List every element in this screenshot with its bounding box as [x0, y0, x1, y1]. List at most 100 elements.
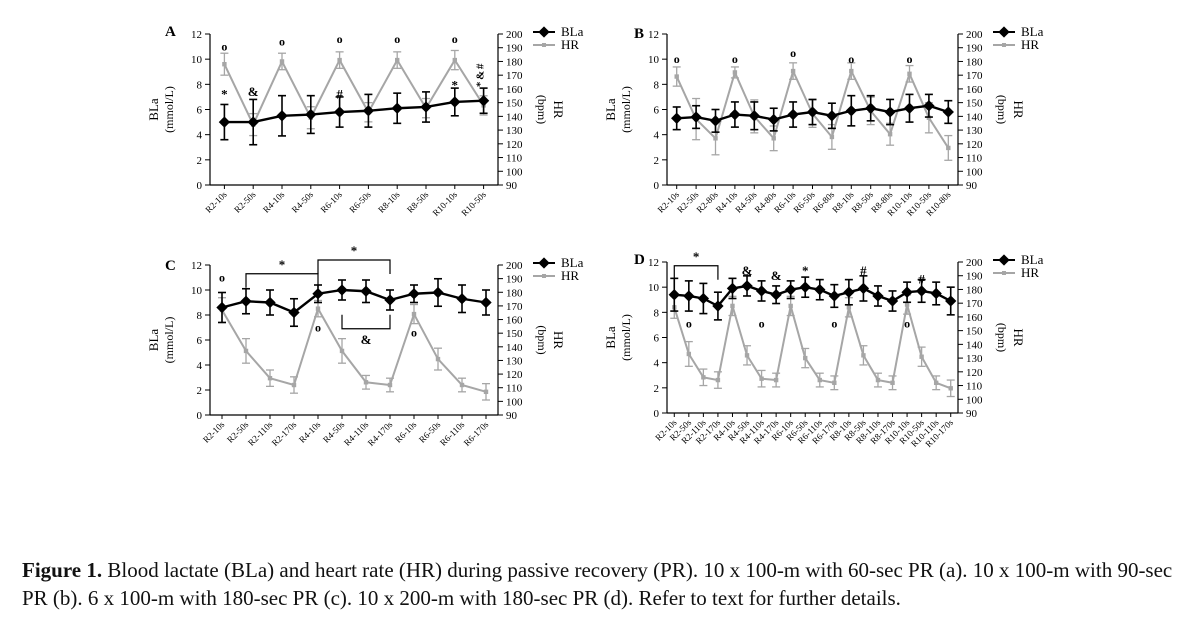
left-tick-label: 4 [197, 360, 203, 372]
bla-series [216, 277, 492, 328]
left-tick-label: 8 [197, 79, 203, 91]
y2-axis-title: HR [1011, 100, 1026, 118]
y2-axis-title: HR [551, 331, 566, 349]
left-tick-label: 2 [654, 383, 660, 395]
chart-panel-a: A024681012901001101201301401501601701801… [146, 24, 584, 218]
bla-point [857, 282, 870, 295]
left-tick-label: 10 [648, 282, 660, 294]
right-tick-label: 180 [966, 284, 983, 296]
significance-symbol: o [219, 271, 225, 285]
bracket-symbol: * [693, 249, 700, 264]
significance-symbol: o [831, 317, 837, 331]
bla-point [264, 296, 276, 309]
right-tick-label: 90 [966, 180, 978, 192]
right-tick-label: 150 [506, 98, 523, 110]
hr-point [817, 377, 822, 383]
hr-point [267, 375, 273, 381]
hr-point [411, 311, 417, 317]
right-tick-label: 140 [966, 111, 983, 123]
hr-point [339, 348, 345, 354]
bla-point [741, 280, 753, 292]
significance-symbol: o [315, 321, 321, 335]
y2-axis-unit: (bpm) [995, 323, 1009, 352]
y2-axis-title: HR [551, 100, 566, 118]
y-axis-unit: (mmol/L) [162, 317, 176, 364]
bla-point [726, 282, 739, 295]
significance-symbol: & [742, 263, 753, 278]
hr-point [744, 353, 750, 358]
bla-point [845, 105, 857, 117]
right-tick-label: 110 [506, 383, 523, 395]
x-tick-label: R10-50s [459, 189, 488, 218]
bla-point [449, 96, 461, 108]
significance-symbol: o [337, 32, 343, 46]
bla-point [930, 287, 942, 300]
x-tick-label: R6-10s [319, 189, 345, 215]
bla-point [697, 292, 710, 305]
bla-point [886, 295, 899, 307]
bla-line [221, 288, 487, 314]
right-tick-label: 180 [506, 287, 523, 299]
legend-bla-marker [998, 26, 1010, 38]
significance-symbol: o [848, 52, 854, 66]
bla-point [336, 284, 348, 296]
left-tick-label: 12 [191, 29, 202, 41]
significance-symbol: * [221, 86, 228, 101]
bla-point [432, 286, 444, 299]
hr-point [452, 57, 457, 63]
hr-point [674, 74, 679, 79]
left-tick-label: 8 [197, 310, 203, 322]
left-tick-label: 2 [197, 385, 203, 397]
right-tick-label: 170 [966, 70, 983, 82]
bla-point [814, 284, 826, 296]
legend-hr-label: HR [561, 268, 579, 283]
significance-bracket [341, 314, 391, 330]
y-axis-title: BLa [146, 329, 161, 352]
legend-hr-label: HR [1021, 265, 1039, 280]
significance-symbol: o [674, 52, 680, 66]
hr-point [933, 380, 939, 385]
bla-point [216, 301, 228, 314]
bla-point [288, 306, 300, 319]
bla-point [843, 286, 855, 298]
x-tick-label: R4-170s [366, 419, 395, 448]
hr-point [222, 62, 227, 67]
y2-axis-title: HR [1011, 328, 1026, 346]
hr-point [887, 132, 893, 137]
right-tick-label: 140 [506, 342, 523, 354]
right-tick-label: 190 [966, 271, 983, 283]
x-tick-label: R8-10s [376, 189, 402, 215]
right-tick-label: 120 [966, 367, 983, 379]
hr-point [846, 305, 852, 310]
left-tick-label: 8 [654, 79, 660, 91]
right-tick-label: 120 [966, 139, 983, 151]
hr-point [788, 303, 793, 309]
bla-series [218, 87, 490, 146]
significance-symbol: # [336, 86, 343, 101]
bla-line [224, 99, 484, 124]
right-tick-label: 140 [506, 111, 523, 123]
left-tick-label: 6 [197, 105, 203, 117]
right-tick-label: 200 [506, 29, 523, 41]
significance-bracket [317, 259, 391, 274]
bla-series [668, 275, 957, 321]
y2-axis-unit: (bpm) [535, 95, 549, 124]
right-tick-label: 170 [506, 70, 523, 82]
hr-line [223, 57, 485, 127]
right-tick-label: 120 [506, 369, 523, 381]
significance-symbol: o [452, 32, 458, 46]
legend-bla-label: BLa [561, 24, 584, 39]
y-axis-unit: (mmol/L) [619, 314, 633, 361]
left-tick-label: 0 [197, 180, 203, 192]
right-tick-label: 140 [966, 339, 983, 351]
right-tick-label: 180 [506, 56, 523, 68]
hr-point [919, 354, 924, 359]
left-tick-label: 12 [648, 257, 659, 269]
hr-point [890, 380, 895, 385]
bla-point [712, 300, 724, 312]
hr-point [243, 348, 249, 354]
hr-point [279, 59, 285, 64]
bla-point [384, 294, 396, 306]
y-axis-unit: (mmol/L) [162, 86, 176, 133]
y2-axis-unit: (bpm) [535, 325, 549, 354]
